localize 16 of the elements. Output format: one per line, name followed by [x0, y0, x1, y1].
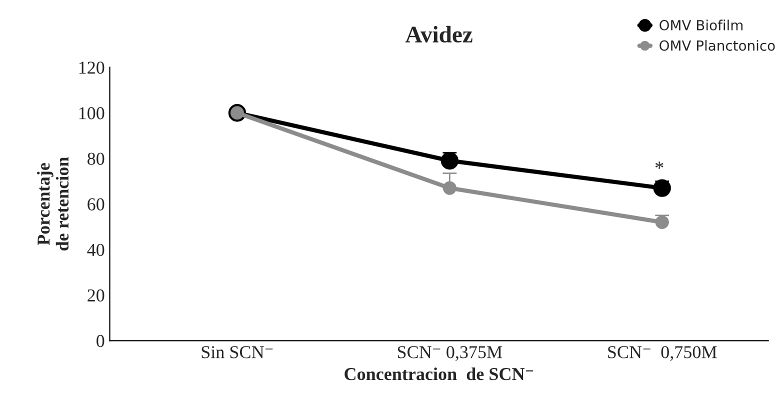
x-tick-label: SCN⁻ 0,375M — [398, 346, 502, 361]
chart-title: Avidez — [405, 26, 472, 43]
x-axis-title: Concentracion de SCN⁻ — [344, 367, 534, 380]
y-tick-label: 60 — [88, 198, 104, 210]
y-tick-label: 120 — [79, 62, 104, 74]
y-tick-label: 40 — [87, 244, 104, 256]
legend-label: OMV Planctonico — [660, 40, 775, 51]
y-tick-label: 100 — [79, 107, 104, 120]
y-tick-label: 80 — [88, 152, 104, 165]
x-tick-label: SCN⁻ 0,750M — [608, 346, 717, 361]
annotation: * — [655, 162, 664, 169]
legend-label: OMV Biofilm — [660, 20, 742, 30]
y-axis-title: Porcentaje de retencion — [37, 157, 69, 250]
x-tick-label: Sin SCN⁻ — [202, 346, 273, 358]
y-tick-label: 0 — [96, 334, 104, 348]
y-tick-label: 20 — [88, 289, 104, 302]
